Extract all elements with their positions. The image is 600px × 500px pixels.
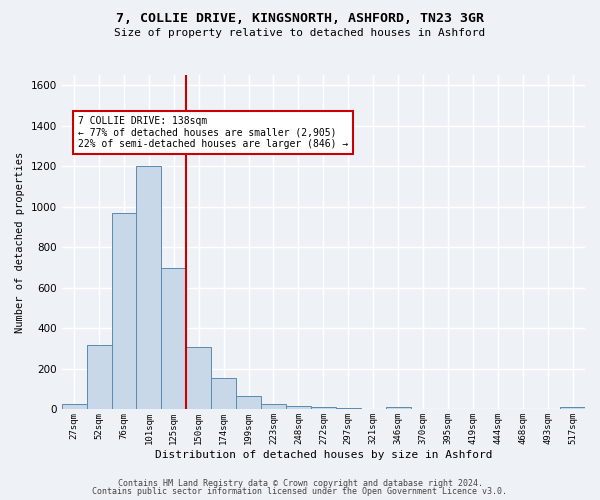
Bar (62, 404, 86, 409)
Text: 7 COLLIE DRIVE: 138sqm
← 77% of detached houses are smaller (2,905)
22% of semi-: 7 COLLIE DRIVE: 138sqm ← 77% of detached… (78, 116, 348, 148)
Bar (560, 408, 585, 410)
Bar (386, 408, 410, 410)
Bar (211, 378, 236, 410)
X-axis label: Distribution of detached houses by size in Ashford: Distribution of detached houses by size … (155, 450, 492, 460)
Text: Contains public sector information licensed under the Open Government Licence v3: Contains public sector information licen… (92, 487, 508, 496)
Bar (86, 344, 112, 410)
Bar (186, 346, 211, 410)
Text: 7, COLLIE DRIVE, KINGSNORTH, ASHFORD, TN23 3GR: 7, COLLIE DRIVE, KINGSNORTH, ASHFORD, TN… (116, 12, 484, 26)
Bar (161, 268, 186, 410)
Bar (261, 404, 286, 409)
Bar (286, 406, 311, 410)
Y-axis label: Number of detached properties: Number of detached properties (15, 152, 25, 333)
Bar (336, 408, 361, 410)
Bar (112, 213, 136, 410)
Text: Contains HM Land Registry data © Crown copyright and database right 2024.: Contains HM Land Registry data © Crown c… (118, 478, 482, 488)
Bar (236, 396, 261, 409)
Text: Size of property relative to detached houses in Ashford: Size of property relative to detached ho… (115, 28, 485, 38)
Bar (311, 408, 336, 410)
Bar (136, 166, 161, 410)
